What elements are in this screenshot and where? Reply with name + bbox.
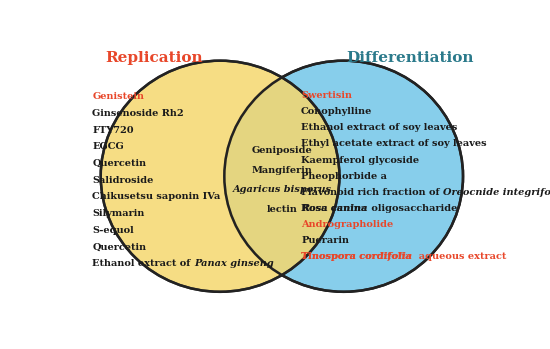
Text: Conophylline: Conophylline xyxy=(301,107,372,116)
Text: Rosa canina: Rosa canina xyxy=(301,204,368,213)
Text: Tinospora cordifolia: Tinospora cordifolia xyxy=(301,252,411,261)
Text: Salidroside: Salidroside xyxy=(92,176,153,185)
Ellipse shape xyxy=(101,61,339,292)
Text: Silymarin: Silymarin xyxy=(92,209,145,218)
Text: Panax ginseng: Panax ginseng xyxy=(194,259,274,268)
Text: Agaricus bisporus: Agaricus bisporus xyxy=(232,185,331,194)
Text: Replication: Replication xyxy=(105,51,203,65)
Text: Tinospora cordifolia: Tinospora cordifolia xyxy=(301,252,412,261)
Text: Flavonoid rich fraction of: Flavonoid rich fraction of xyxy=(301,188,443,197)
Text: Ginsenoside Rh2: Ginsenoside Rh2 xyxy=(92,109,184,118)
Text: Puerarin: Puerarin xyxy=(301,236,349,245)
Text: Swertisin: Swertisin xyxy=(301,91,352,100)
Text: Rosa canina: Rosa canina xyxy=(301,204,367,213)
Text: lectin: lectin xyxy=(266,205,298,214)
Text: Geniposide: Geniposide xyxy=(251,146,312,155)
Text: Pheophorbide a: Pheophorbide a xyxy=(301,172,387,181)
Text: FTY720: FTY720 xyxy=(92,126,134,135)
Text: S-equol: S-equol xyxy=(92,226,134,235)
Text: Ethanol extract of soy leaves: Ethanol extract of soy leaves xyxy=(301,124,458,132)
Text: Quercetin: Quercetin xyxy=(92,243,146,251)
Text: oligosaccharide: oligosaccharide xyxy=(368,204,457,213)
Text: Mangiferin: Mangiferin xyxy=(251,166,312,175)
Text: aqueous extract: aqueous extract xyxy=(412,252,507,261)
Text: Oreocnide integrifolia: Oreocnide integrifolia xyxy=(443,188,550,197)
Ellipse shape xyxy=(224,61,463,292)
Text: Chikusetsu saponin IVa: Chikusetsu saponin IVa xyxy=(92,192,221,201)
Text: Andrographolide: Andrographolide xyxy=(301,220,393,229)
Text: Ethyl acetate extract of soy leaves: Ethyl acetate extract of soy leaves xyxy=(301,140,487,148)
Text: Ethanol extract of: Ethanol extract of xyxy=(92,259,194,268)
Text: Genistein: Genistein xyxy=(92,92,144,102)
Text: EGCG: EGCG xyxy=(92,142,124,151)
Text: Kaempferol glycoside: Kaempferol glycoside xyxy=(301,156,419,165)
Text: Quercetin: Quercetin xyxy=(92,159,146,168)
Text: Differentiation: Differentiation xyxy=(346,51,474,65)
